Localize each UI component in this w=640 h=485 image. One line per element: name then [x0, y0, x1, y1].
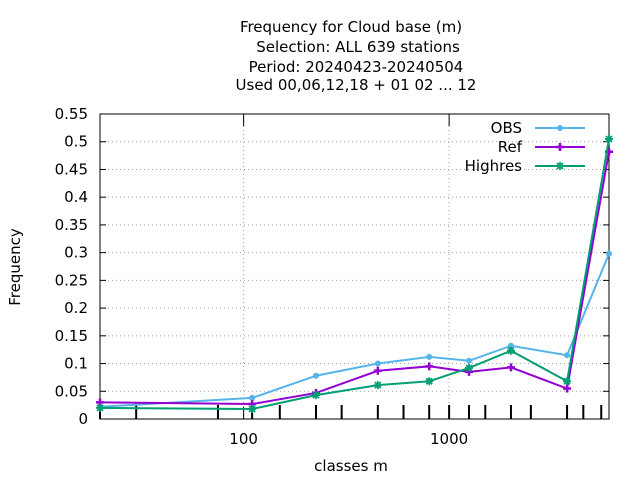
legend-marker — [556, 143, 564, 151]
y-tick-label: 0 — [78, 410, 88, 428]
series-highres — [96, 134, 613, 414]
y-tick-label: 0.55 — [55, 105, 88, 123]
y-tick-label: 0.25 — [55, 271, 88, 289]
legend-marker — [557, 125, 563, 131]
data-point — [465, 363, 474, 372]
series-line — [99, 253, 610, 408]
legend-marker — [556, 162, 564, 170]
data-point — [606, 250, 612, 257]
data-point — [506, 346, 515, 355]
data-point — [373, 381, 382, 390]
data-point — [96, 403, 104, 412]
x-tick-label: 1000 — [430, 430, 468, 448]
y-tick-label: 0.2 — [64, 299, 88, 317]
y-tick-label: 0.3 — [64, 244, 88, 262]
data-point — [564, 352, 571, 359]
title-line-4: Used 00,06,12,18 + 01 02 ... 12 — [236, 76, 477, 94]
y-axis-label: Frequency — [6, 228, 24, 306]
series-line — [99, 151, 610, 406]
y-tick-label: 0.35 — [55, 216, 88, 234]
data-point — [374, 360, 381, 367]
y-tick-label: 0.15 — [55, 327, 88, 345]
y-tick-label: 0.1 — [64, 355, 88, 373]
data-point — [605, 134, 613, 143]
data-point — [563, 377, 572, 386]
y-tick-label: 0.4 — [64, 188, 88, 206]
x-axis: 100 1000 — [99, 114, 603, 448]
y-tick-label: 0.05 — [55, 382, 88, 400]
y-tick-label: 0.5 — [64, 133, 88, 151]
y-tick-label: 0.45 — [55, 160, 88, 178]
data-point — [425, 377, 434, 386]
data-point — [425, 362, 434, 371]
data-point — [248, 405, 257, 414]
data-point — [507, 342, 514, 349]
data-point — [466, 357, 473, 364]
legend-label: Highres — [465, 157, 523, 175]
legend-label: OBS — [491, 119, 522, 137]
y-axis: 0 0.05 0.1 0.15 0.2 0.25 0.3 0.35 0.4 0.45 0.5 0.55 — [55, 105, 609, 428]
data-point — [373, 366, 382, 375]
series-ref — [96, 147, 613, 409]
title-line-1: Frequency for Cloud base (m) — [240, 18, 462, 36]
chart-title: Frequency for Cloud base (m) Selection: … — [236, 18, 477, 94]
data-point — [311, 391, 320, 400]
plot-frame — [99, 113, 610, 420]
data-point — [563, 384, 572, 393]
title-line-2: Selection: ALL 639 stations — [256, 38, 460, 56]
data-point — [312, 372, 319, 379]
series-group — [96, 134, 613, 414]
data-point — [249, 394, 256, 401]
series-obs — [97, 250, 612, 410]
x-tick-label: 100 — [229, 430, 258, 448]
data-point — [506, 363, 515, 372]
grid — [100, 114, 609, 419]
legend-label: Ref — [498, 138, 523, 156]
title-line-3: Period: 20240423-20240504 — [249, 58, 464, 76]
data-point — [426, 353, 433, 360]
x-axis-label: classes m — [314, 457, 388, 475]
